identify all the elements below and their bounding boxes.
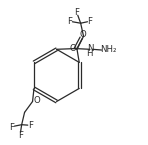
Text: F: F <box>75 8 79 17</box>
Text: N: N <box>87 44 94 53</box>
Text: F: F <box>28 121 33 130</box>
Text: O: O <box>79 30 86 39</box>
Text: O: O <box>34 96 41 105</box>
Text: F: F <box>67 17 72 26</box>
Text: F: F <box>18 131 23 140</box>
Text: H: H <box>86 49 93 58</box>
Text: NH₂: NH₂ <box>100 45 117 54</box>
Text: F: F <box>9 123 14 132</box>
Text: O: O <box>69 44 76 53</box>
Text: F: F <box>88 17 93 26</box>
